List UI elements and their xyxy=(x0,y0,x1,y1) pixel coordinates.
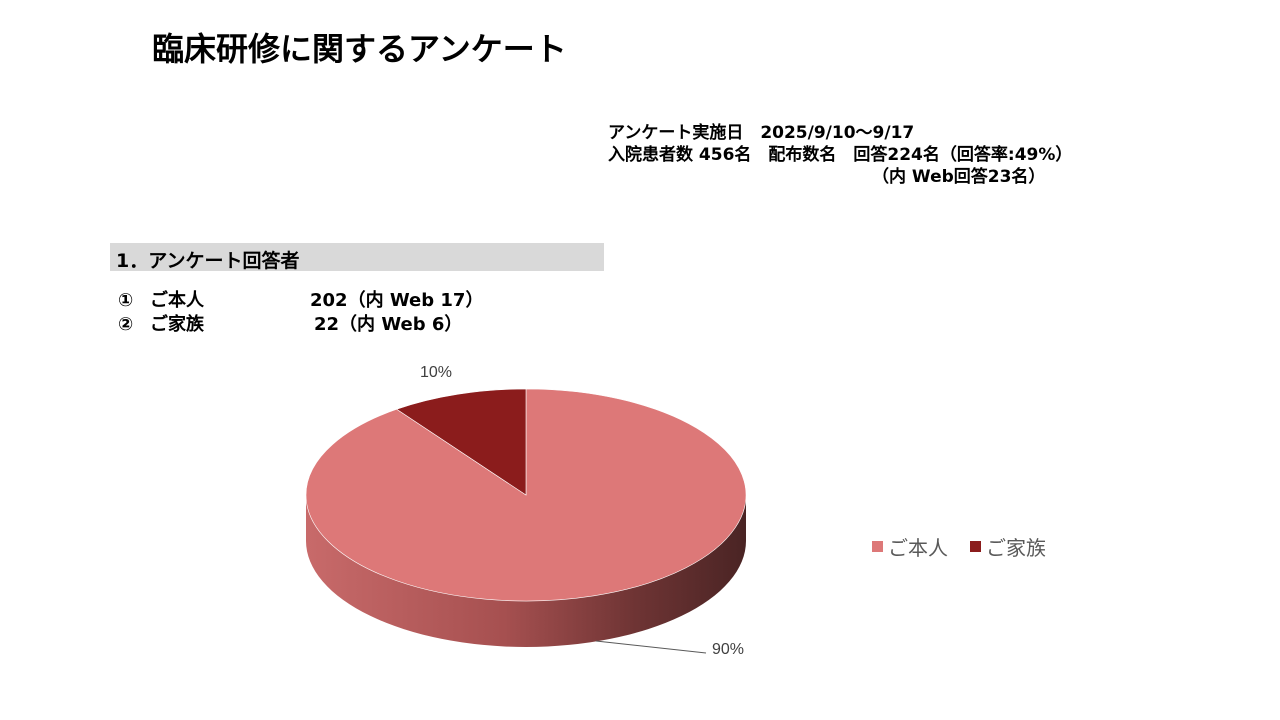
pie-data-labels: 90% 10% xyxy=(420,364,744,658)
respondent-number: ① xyxy=(118,290,134,311)
legend-label: ご本人 xyxy=(888,536,948,560)
pie-slices xyxy=(305,388,747,602)
respondent-number: ② xyxy=(118,314,134,335)
survey-date: アンケート実施日 2025/9/10～9/17 xyxy=(608,123,915,143)
data-label-family: 10% xyxy=(420,364,452,381)
respondent-count: 202（内 Web 17） xyxy=(310,290,484,311)
legend-item-family: ご家族 xyxy=(970,532,1046,561)
page-title: 臨床研修に関するアンケート xyxy=(152,30,567,68)
legend-swatch xyxy=(970,541,981,552)
survey-web-count: （内 Web回答23名） xyxy=(872,167,1046,187)
section-header: 1．アンケート回答者 xyxy=(110,243,604,272)
legend-item-self: ご本人 xyxy=(872,532,948,561)
respondent-label: ご本人 xyxy=(150,290,204,311)
survey-counts: 入院患者数 456名 配布数名 回答224名（回答率:49%） xyxy=(608,145,1073,165)
data-label-leader-line xyxy=(595,640,707,654)
legend-label: ご家族 xyxy=(986,536,1046,560)
data-label-self: 90% xyxy=(712,641,744,658)
chart-legend: ご本人 ご家族 xyxy=(872,532,1068,561)
legend-swatch xyxy=(872,541,883,552)
respondent-label: ご家族 xyxy=(150,314,204,335)
pie-side xyxy=(306,495,746,647)
respondent-count: 22（内 Web 6） xyxy=(314,314,463,335)
section-header-label: 1．アンケート回答者 xyxy=(116,250,300,272)
pie-sides xyxy=(306,495,746,647)
survey-info: アンケート実施日 2025/9/10～9/17 入院患者数 456名 配布数名 回… xyxy=(608,122,1072,188)
pie-slice-family xyxy=(396,388,527,496)
